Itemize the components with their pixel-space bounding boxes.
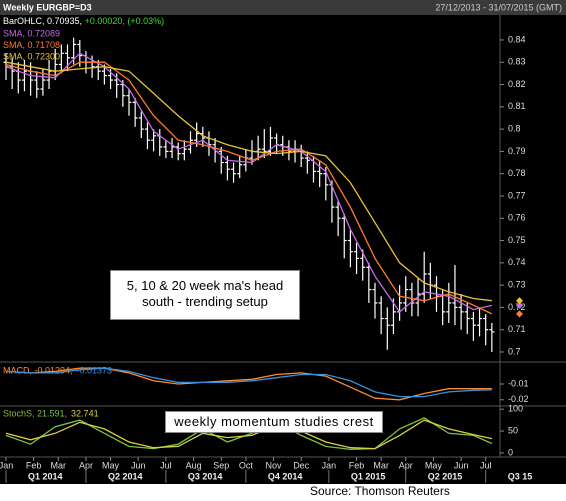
series-line (5, 367, 492, 398)
series-line (5, 52, 493, 313)
x-tick-label: Jun (454, 460, 469, 470)
x-tick-label: Sep (213, 460, 229, 470)
y-tick-label: 0.78 (508, 168, 526, 178)
y-tick-label: 0.81 (508, 101, 526, 111)
x-tick-label: Aug (186, 460, 202, 470)
quarter-label: Q2 2014 (108, 471, 143, 481)
legend-entry: 32.741 (71, 408, 99, 418)
x-tick-label: Jul (480, 460, 492, 470)
annotation: weekly momentum studies crest (165, 411, 383, 433)
x-tick-label: Apr (79, 460, 93, 470)
y-tick-label: 0.71 (508, 324, 526, 334)
y-tick-label: 0.79 (508, 146, 526, 156)
quarter-label: Q1 2014 (28, 471, 63, 481)
y-tick-label: 0.82 (508, 79, 526, 89)
quarter-label: Q2 2015 (428, 471, 463, 481)
annotation-text: 5, 10 & 20 week ma's head south - trendi… (126, 278, 284, 309)
x-tick-label: Apr (399, 460, 413, 470)
x-tick-label: Jul (160, 460, 172, 470)
x-tick-label: Feb (26, 460, 42, 470)
x-tick-label: Dec (293, 460, 310, 470)
y-tick-label: 0.72 (508, 302, 526, 312)
annotation: 5, 10 & 20 week ma's head south - trendi… (110, 270, 300, 320)
x-tick-label: Mar (51, 460, 67, 470)
quarter-label: Q4 2014 (268, 471, 303, 481)
last-value-marker (515, 301, 524, 309)
x-tick-label: Mar (373, 460, 389, 470)
y-tick-label: -0.02 (508, 394, 529, 404)
last-value-marker (515, 297, 524, 305)
series-line (5, 61, 492, 302)
legend-entry: MACD, -0.01294, (3, 365, 73, 375)
legend-entry: SMA, 0.72089 (3, 28, 60, 38)
y-tick-label: 0.7 (508, 346, 521, 356)
legend-entry: SMA, 0.72300 (3, 51, 60, 61)
source: Source: Thomson Reuters (310, 484, 450, 498)
x-tick-label: May (425, 460, 443, 470)
y-tick-label: 0.75 (508, 235, 526, 245)
y-tick-label: 0.77 (508, 190, 526, 200)
quarter-label: Q3 2014 (188, 471, 223, 481)
chart-title: Weekly EURGBP=D3 (3, 2, 92, 12)
quarter-label: Q1 2015 (351, 471, 386, 481)
x-tick-label: Nov (266, 460, 283, 470)
y-tick-label: 0.73 (508, 279, 526, 289)
x-tick-label: May (102, 460, 120, 470)
series-line (5, 61, 493, 315)
x-tick-label: Jan (0, 460, 13, 470)
quarter-label: Q3 15 (508, 471, 533, 481)
period: 27/12/2013 - 31/07/2015 (GMT) (435, 2, 562, 12)
y-tick-label: 0.83 (508, 57, 526, 67)
y-tick-label: 100 (508, 404, 523, 414)
last-value-marker (515, 310, 524, 318)
y-tick-label: 0.76 (508, 213, 526, 223)
legend-entry: SMA, 0.71708 (3, 40, 60, 50)
bar-change: +0.00020, (+0.03%) (85, 16, 165, 26)
y-tick-label: 0.74 (508, 257, 526, 267)
y-tick-label: 0.84 (508, 34, 526, 44)
x-tick-label: Oct (239, 460, 254, 470)
y-tick-label: 0.8 (508, 123, 521, 133)
legend: BarOHLC, 0.70935, +0.00020, (+0.03%) (3, 16, 164, 26)
y-tick-label: -0.01 (508, 378, 529, 388)
series-line (5, 419, 493, 450)
series-line (5, 367, 492, 401)
x-tick-label: Jun (131, 460, 146, 470)
y-tick-label: 50 (508, 425, 518, 435)
chart-background (0, 0, 566, 484)
x-tick-label: Feb (349, 460, 365, 470)
legend-entry: -0.01373 (77, 365, 113, 375)
bar-label: BarOHLC, 0.70935, (3, 16, 82, 26)
y-tick-label: 0 (508, 447, 513, 457)
legend-entry: StochS, 21.591, (3, 408, 67, 418)
header-bar (0, 0, 566, 15)
x-tick-label: Jan (322, 460, 337, 470)
